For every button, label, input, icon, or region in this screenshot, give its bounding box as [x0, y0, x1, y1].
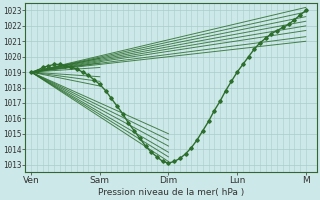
X-axis label: Pression niveau de la mer( hPa ): Pression niveau de la mer( hPa ) [98, 188, 244, 197]
